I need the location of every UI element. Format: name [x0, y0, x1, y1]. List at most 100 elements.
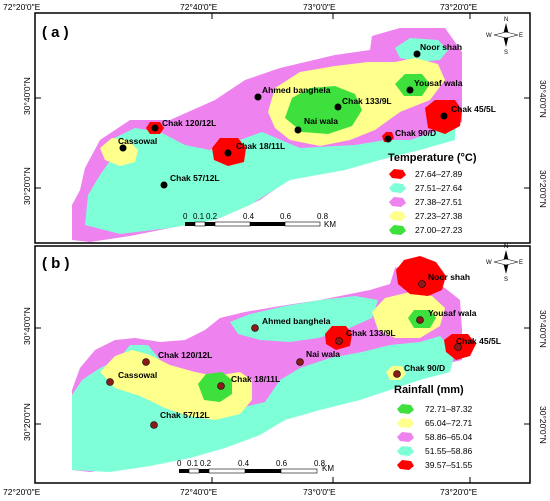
- panel-b-label-chak-90: Chak 90/D: [404, 363, 445, 373]
- panel-a-legend-title: Temperature (°C): [388, 152, 477, 164]
- panel-b-legend-label: 58.86–65.04: [425, 432, 473, 442]
- panel-a-label-chak-90: Chak 90/D: [395, 128, 436, 138]
- panel-a-point-chak-120: [151, 124, 159, 132]
- panel-a-lat-label-right-1: 30°40'0"N: [538, 80, 548, 118]
- panel-b-lat-label-2: 30°20'0"N: [22, 403, 32, 441]
- panel-a-point-chak-133: [334, 103, 342, 111]
- panel-b-legend-item: 39.57–51.55: [397, 460, 473, 470]
- panel-b-region-yellow-main: [100, 350, 252, 420]
- panel-b-label-chak-120: Chak 120/12L: [158, 350, 212, 360]
- panel-b-compass-icon: N S E W: [486, 244, 523, 283]
- panel-a-scale-08: 0.8: [317, 212, 329, 221]
- panel-b-label-yousaf-wala: Yousaf wala: [428, 308, 477, 318]
- panel-a-point-noor-shah: [413, 50, 421, 58]
- panel-b-label-noor-shah: Noor shah: [428, 272, 470, 282]
- panel-b-scale-0: 0: [177, 459, 182, 468]
- panel-b-point-chak-133: [335, 337, 343, 345]
- panel-a-region-cyan: [85, 112, 455, 234]
- panel-b-legend-label: 65.04–72.71: [425, 418, 473, 428]
- panel-a-scale-01: 0.1: [193, 212, 205, 221]
- panel-a-compass-w: W: [486, 33, 492, 39]
- panel-b-lat-label-right-2: 30°20'0"N: [538, 406, 548, 444]
- panel-a-label-chak-120: Chak 120/12L: [162, 118, 216, 128]
- panel-a-compass-e: E: [519, 33, 523, 39]
- panel-a-region-yellow-west: [100, 138, 138, 166]
- lon-label-top-4: 73°20'0"E: [440, 2, 478, 12]
- panel-a-scale-bar: 0 0.1 0.2 0.4 0.6 0.8 KM: [183, 212, 336, 229]
- lon-label-bottom-3: 73°0'0"E: [303, 487, 336, 497]
- panel-b-legend-item: 51.55–58.86: [397, 446, 473, 456]
- panel-a-compass-n: N: [504, 17, 508, 23]
- panel-a-point-chak-90: [384, 135, 392, 143]
- panel-a-label-noor-shah: Noor shah: [420, 42, 462, 52]
- panel-a-point-chak-45: [440, 112, 448, 120]
- lon-label-top-1: 72°20'0"E: [3, 2, 41, 12]
- panel-b-title: ( b ): [42, 255, 70, 272]
- panel-b-label-cassowal: Cassowal: [118, 370, 157, 380]
- panel-b-scale-unit: KM: [322, 464, 334, 473]
- panel-b-legend-item: 58.86–65.04: [397, 432, 473, 442]
- panel-b-compass-e: E: [519, 260, 523, 266]
- panel-a-point-cassowal: [119, 144, 127, 152]
- panel-b-scale-06: 0.6: [276, 459, 288, 468]
- panel-b-point-chak-90: [393, 370, 401, 378]
- panel-a-label-chak-57: Chak 57/12L: [170, 173, 220, 183]
- panel-b-compass-n: N: [504, 244, 508, 250]
- panel-a-point-nai-wala: [294, 126, 302, 134]
- panel-b-scale-bar: 0 0.1 0.2 0.4 0.6 0.8 KM: [177, 459, 334, 474]
- panel-b-scale-01: 0.1: [187, 459, 199, 468]
- panel-b-point-chak-57: [150, 421, 158, 429]
- panel-a-legend-item: 27.23–27.38: [389, 211, 463, 221]
- panel-b-label-chak-45: Chak 45/5L: [456, 336, 501, 346]
- panel-a-label-chak-18: Chak 18/11L: [236, 141, 285, 151]
- panel-a-point-yousaf-wala: [406, 86, 414, 94]
- panel-b-region-red-noor: [396, 256, 446, 296]
- panel-b-legend-title: Rainfall (mm): [394, 384, 464, 396]
- panel-b-compass-s: S: [504, 277, 508, 283]
- panel-a-legend-label: 27.64–27.89: [415, 169, 463, 179]
- panel-a-legend-label: 27.38–27.51: [415, 197, 463, 207]
- panel-a-lat-label-2: 30°20'0"N: [22, 167, 32, 205]
- panel-a-title: ( a ): [42, 24, 69, 41]
- panel-a-scale-02: 0.2: [206, 212, 218, 221]
- panel-a-region-cyan-north: [395, 38, 448, 62]
- panel-b-legend-item: 65.04–72.71: [397, 418, 473, 428]
- lon-label-top-2: 72°40'0"E: [180, 2, 218, 12]
- panel-a-region-green: [285, 86, 362, 134]
- panel-b-point-nai-wala: [296, 358, 304, 366]
- panel-a-point-chak-18: [224, 149, 232, 157]
- panel-b-legend-label: 39.57–51.55: [425, 460, 473, 470]
- panel-b-point-chak-45: [454, 343, 462, 351]
- lon-label-top-3: 73°0'0"E: [303, 2, 336, 12]
- panel-b-region-green-chak18: [198, 372, 232, 402]
- panel-b-lat-label-right-1: 30°40'0"N: [538, 310, 548, 348]
- panel-b-point-chak-18: [217, 382, 225, 390]
- panel-a-scale-0: 0: [183, 212, 188, 221]
- panel-b-label-chak-133: Chak 133/9L: [346, 328, 396, 338]
- panel-a-compass-icon: N S E W: [486, 17, 523, 56]
- panel-b: 30°40'0"N 30°20'0"N 30°40'0"N 30°20'0"N …: [22, 244, 548, 484]
- panel-a-legend: Temperature (°C) 27.64–27.89 27.51–27.64…: [388, 152, 477, 235]
- lon-label-bottom-1: 72°20'0"E: [3, 487, 41, 497]
- lon-label-bottom-2: 72°40'0"E: [180, 487, 218, 497]
- panel-a-point-ahmed-banghela: [254, 93, 262, 101]
- panel-a-scale-04: 0.4: [243, 212, 255, 221]
- panel-a-legend-label: 27.23–27.38: [415, 211, 463, 221]
- panel-b-point-cassowal: [106, 378, 114, 386]
- panel-a-label-cassowal: Cassowal: [118, 136, 157, 146]
- panel-a-scale-unit: KM: [324, 220, 336, 229]
- panel-b-legend-label: 51.55–58.86: [425, 446, 473, 456]
- panel-a-region-green-north: [395, 74, 430, 96]
- panel-a-legend-item: 27.64–27.89: [389, 169, 463, 179]
- panel-a-lat-label-1: 30°40'0"N: [22, 77, 32, 115]
- panel-b-legend: Rainfall (mm) 72.71–87.32 65.04–72.71 58…: [394, 384, 473, 470]
- panel-b-compass-w: W: [486, 260, 492, 266]
- panel-a-legend-label: 27.51–27.64: [415, 183, 463, 193]
- lon-label-bottom-4: 73°20'0"E: [440, 487, 478, 497]
- panel-a-legend-item: 27.38–27.51: [389, 197, 463, 207]
- panel-b-point-chak-120: [142, 358, 150, 366]
- panel-a: 30°40'0"N 30°20'0"N 30°40'0"N 30°20'0"N …: [22, 12, 548, 244]
- panel-a-label-chak-45: Chak 45/5L: [451, 104, 496, 114]
- panel-b-lat-label-1: 30°40'0"N: [22, 307, 32, 345]
